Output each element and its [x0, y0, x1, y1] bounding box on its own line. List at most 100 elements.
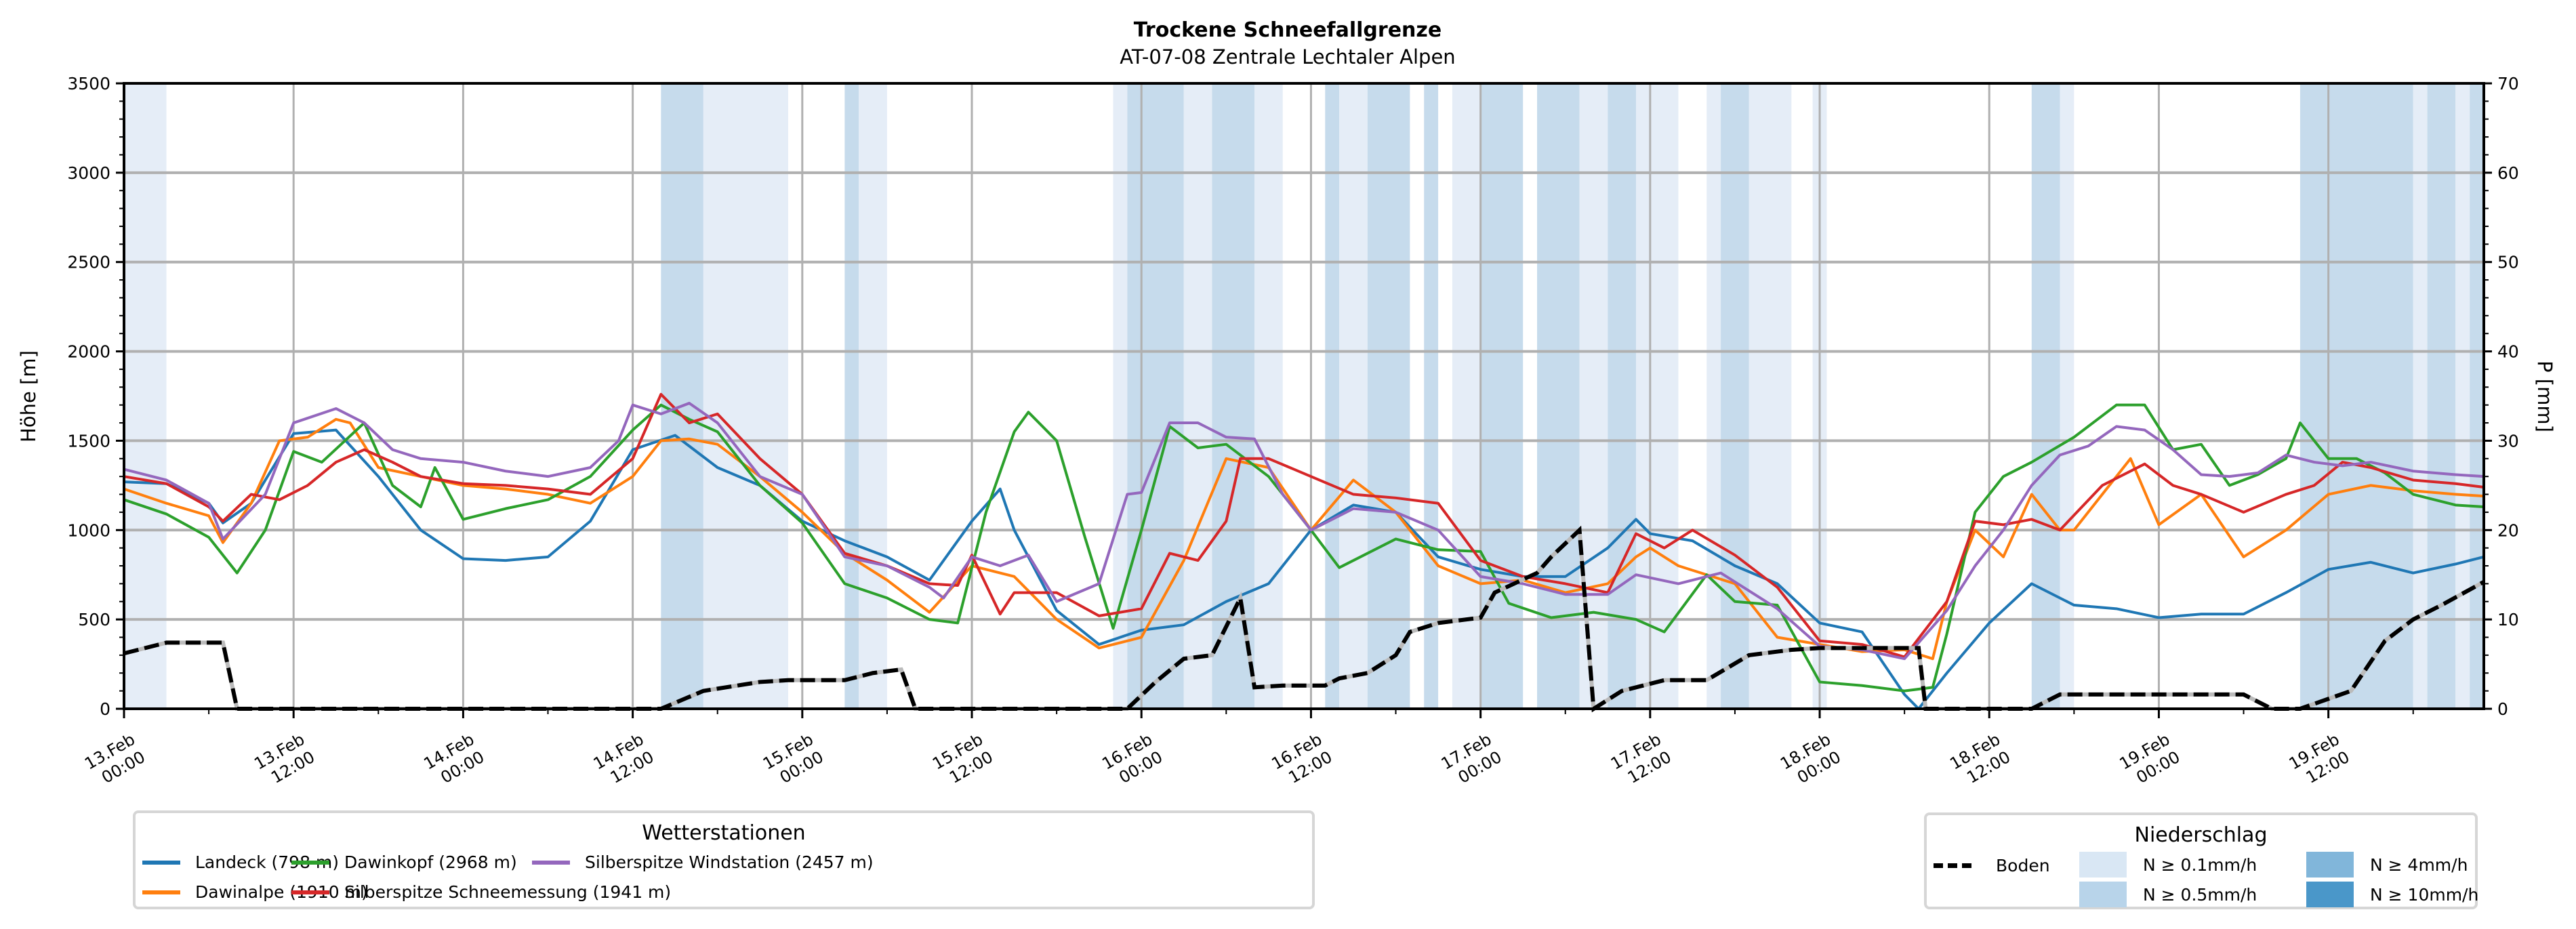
precip-band — [1325, 83, 1340, 709]
legend-patch — [2306, 882, 2354, 907]
precip-band — [1254, 83, 1283, 709]
legend-label: Dawinalpe (1910 m) — [195, 882, 368, 902]
legend-label: N ≥ 0.1mm/h — [2143, 854, 2257, 875]
precip-band — [1635, 83, 1679, 709]
precip-band — [1452, 83, 1481, 709]
gridlines — [123, 82, 2484, 710]
legend-label: Boden — [1996, 856, 2050, 875]
stations-legend-title: Wetterstationen — [642, 821, 806, 845]
series-lines — [123, 392, 2485, 713]
legend-item-boden: Boden — [1934, 856, 2050, 875]
y-right-tick-label: 70 — [2497, 74, 2519, 94]
legend-label: Silberspitze Schneemessung (1941 m) — [344, 882, 672, 902]
precip-band — [1608, 83, 1636, 709]
y-tick-label: 3500 — [67, 74, 110, 94]
legend-item-dawinkopf: Dawinkopf (2968 m) — [291, 852, 517, 872]
legend-item-precip-10: N ≥ 10mm/h — [2306, 882, 2478, 907]
precip-band — [1706, 83, 1721, 709]
legend-line-swatch — [142, 890, 180, 894]
precip-band — [661, 83, 703, 709]
series-line-1 — [123, 417, 2485, 661]
y-tick-label: 0 — [100, 699, 110, 719]
boden-line — [123, 525, 2485, 713]
precip-band — [2413, 83, 2428, 709]
y-right-tick-label: 30 — [2497, 431, 2519, 451]
precipitation-legend: Niederschlag Boden N ≥ 0.1mm/h N ≥ 0.5mm… — [1924, 812, 2478, 909]
precip-band — [703, 83, 788, 709]
y-tick-label: 500 — [78, 610, 110, 629]
legend-item-precip-05: N ≥ 0.5mm/h — [2079, 882, 2257, 907]
precip-band — [844, 83, 859, 709]
precipitation-bands — [124, 83, 2484, 709]
precip-band — [2299, 83, 2413, 709]
series-line-3 — [123, 392, 2485, 659]
precip-band — [1339, 83, 1368, 709]
y-tick-label: 1500 — [67, 431, 110, 451]
legend-line-swatch — [142, 860, 180, 865]
chart-title: Trockene Schneefallgrenze — [1134, 18, 1442, 42]
chart-subtitle: AT-07-08 Zentrale Lechtaler Alpen — [1120, 45, 1455, 68]
precip-band — [1113, 83, 1128, 709]
precip-band — [1424, 83, 1439, 709]
y-right-tick-label: 40 — [2497, 342, 2519, 362]
y-tick-label: 3000 — [67, 163, 110, 183]
legend-label: N ≥ 10mm/h — [2370, 884, 2479, 905]
precip-band — [1183, 83, 1212, 709]
y-right-tick-label: 60 — [2497, 163, 2519, 183]
legend-item-dawinalpe: Dawinalpe (1910 m) — [142, 882, 368, 902]
legend-dash-swatch — [1934, 863, 1971, 868]
stations-legend: Wetterstationen Landeck (798 m) Dawinalp… — [133, 810, 1315, 909]
precip-band — [1367, 83, 1410, 709]
precip-band — [2031, 83, 2060, 709]
legend-label: Dawinkopf (2968 m) — [344, 852, 517, 872]
legend-label: N ≥ 0.5mm/h — [2143, 884, 2257, 905]
precip-band — [1480, 83, 1524, 709]
legend-item-silberspitze-schneemessung: Silberspitze Schneemessung (1941 m) — [291, 882, 671, 902]
series-line-2 — [123, 403, 2485, 693]
precip-band — [1537, 83, 1580, 709]
precip-band — [1127, 83, 1184, 709]
y-tick-label: 2000 — [67, 342, 110, 362]
y-tick-label: 2500 — [67, 253, 110, 272]
legend-line-swatch — [291, 860, 329, 865]
y-right-tick-label: 0 — [2497, 699, 2508, 719]
legend-patch — [2306, 852, 2354, 878]
legend-patch — [2079, 852, 2127, 878]
y-axis-label: Höhe [m] — [17, 350, 40, 442]
precip-band — [1721, 83, 1749, 709]
y-right-tick-label: 20 — [2497, 520, 2519, 540]
precip-band — [124, 83, 167, 709]
legend-label: Silberspitze Windstation (2457 m) — [585, 852, 874, 872]
precip-band — [2427, 83, 2456, 709]
precip-band — [2470, 83, 2484, 709]
precip-band — [859, 83, 887, 709]
legend-label: N ≥ 4mm/h — [2370, 854, 2468, 875]
legend-patch — [2079, 882, 2127, 907]
legend-line-swatch — [291, 890, 329, 894]
legend-item-precip-4: N ≥ 4mm/h — [2306, 852, 2468, 878]
y-axis-right-label: P [mm] — [2533, 360, 2556, 432]
y-right-tick-label: 50 — [2497, 253, 2519, 272]
precip-band — [2060, 83, 2074, 709]
precipitation-legend-title: Niederschlag — [2134, 823, 2268, 847]
series-line-4 — [123, 402, 2485, 661]
plot-frame — [123, 82, 2485, 710]
y-right-tick-label: 10 — [2497, 610, 2519, 629]
legend-item-precip-01: N ≥ 0.1mm/h — [2079, 852, 2257, 878]
legend-item-silberspitze-windstation: Silberspitze Windstation (2457 m) — [532, 852, 874, 872]
